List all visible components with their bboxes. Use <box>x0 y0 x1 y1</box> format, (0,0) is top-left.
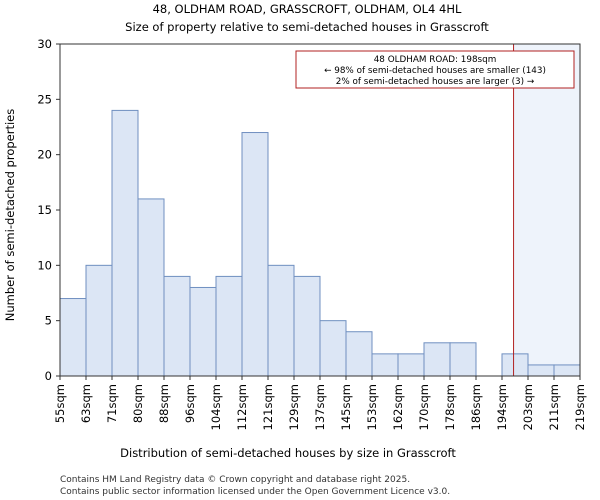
x-tick-label: 162sqm <box>391 384 405 430</box>
y-tick-label: 20 <box>37 148 52 162</box>
bar-203sqm <box>527 364 555 377</box>
x-tick-label: 186sqm <box>469 384 483 430</box>
bar-137sqm <box>319 320 347 377</box>
highlight-region <box>513 44 580 376</box>
bar-211sqm <box>553 364 581 377</box>
annotation-line-2: ← 98% of semi-detached houses are smalle… <box>324 66 546 76</box>
x-tick-label: 137sqm <box>313 384 327 430</box>
x-axis-label: Distribution of semi-detached houses by … <box>120 446 456 460</box>
x-tick-label: 71sqm <box>105 384 119 423</box>
footer-line-2: Contains public sector information licen… <box>60 487 450 497</box>
bar-170sqm <box>423 342 451 377</box>
x-tick-label: 112sqm <box>235 384 249 430</box>
bar-112sqm <box>241 132 269 377</box>
x-tick-label: 63sqm <box>79 384 93 423</box>
bar-96sqm <box>189 286 217 377</box>
x-tick-label: 145sqm <box>339 384 353 430</box>
y-tick-label: 10 <box>37 258 52 272</box>
bars-group <box>59 109 581 377</box>
bar-55sqm <box>59 298 87 377</box>
x-tick-label: 153sqm <box>365 384 379 430</box>
x-tick-label: 96sqm <box>183 384 197 423</box>
y-tick-label: 0 <box>45 369 52 383</box>
x-tick-label: 55sqm <box>53 384 67 423</box>
x-tick-label: 121sqm <box>261 384 275 430</box>
bar-162sqm <box>397 353 425 377</box>
bar-121sqm <box>267 264 295 377</box>
chart-title: 48, OLDHAM ROAD, GRASSCROFT, OLDHAM, OL4… <box>153 2 462 16</box>
bar-178sqm <box>449 342 477 377</box>
annotation-box: 48 OLDHAM ROAD: 198sqm ← 98% of semi-det… <box>295 50 575 89</box>
x-axis: 55sqm 63sqm 71sqm 80sqm 88sqm 96sqm 104sqm 112s… <box>53 376 587 430</box>
bar-63sqm <box>85 264 113 377</box>
x-tick-label: 129sqm <box>287 384 301 430</box>
x-tick-label: 178sqm <box>443 384 457 430</box>
y-tick-label: 30 <box>37 37 52 51</box>
x-tick-label: 219sqm <box>573 384 587 430</box>
bar-88sqm <box>163 275 191 377</box>
bar-153sqm <box>371 353 399 377</box>
bar-129sqm <box>293 275 321 377</box>
x-tick-label: 170sqm <box>417 384 431 430</box>
bar-104sqm <box>215 275 243 377</box>
y-tick-label: 15 <box>37 203 52 217</box>
y-axis-label: Number of semi-detached properties <box>3 109 17 321</box>
x-tick-label: 194sqm <box>495 384 509 430</box>
y-tick-label: 5 <box>45 314 52 328</box>
bar-145sqm <box>345 331 373 377</box>
x-tick-label: 211sqm <box>547 384 561 430</box>
y-tick-label: 25 <box>37 92 52 106</box>
y-axis: 0 5 10 15 20 25 30 <box>37 37 60 383</box>
x-tick-label: 88sqm <box>157 384 171 423</box>
x-tick-label: 80sqm <box>131 384 145 423</box>
plot-frame <box>59 43 581 377</box>
bar-71sqm <box>111 109 139 377</box>
chart-subtitle: Size of property relative to semi-detach… <box>125 20 489 34</box>
annotation-line-3: 2% of semi-detached houses are larger (3… <box>336 77 535 87</box>
bar-80sqm <box>137 198 165 377</box>
x-tick-label: 203sqm <box>521 384 535 430</box>
footer-line-1: Contains HM Land Registry data © Crown c… <box>60 475 410 485</box>
x-tick-label: 104sqm <box>209 384 223 430</box>
bar-194sqm <box>501 353 529 377</box>
annotation-line-1: 48 OLDHAM ROAD: 198sqm <box>374 55 497 65</box>
